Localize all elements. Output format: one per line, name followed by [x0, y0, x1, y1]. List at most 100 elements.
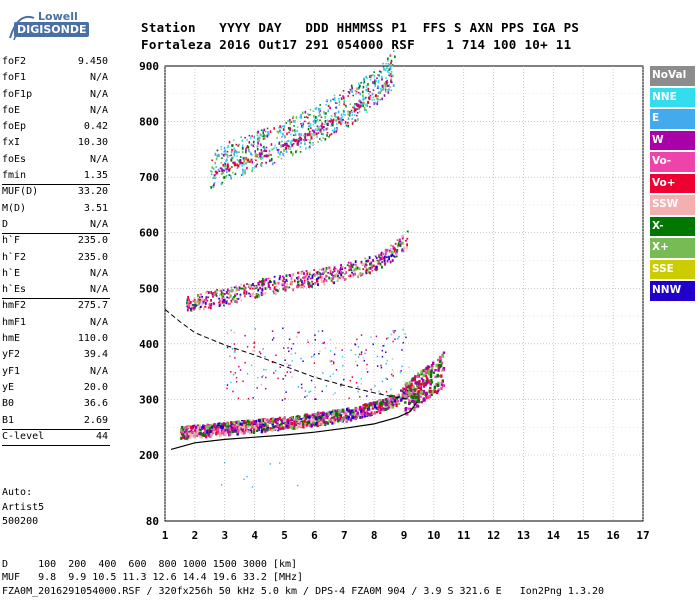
- echo-point: [338, 120, 341, 124]
- echo-point: [359, 99, 361, 102]
- echo-point: [320, 411, 323, 415]
- echo-point: [206, 299, 209, 302]
- echo-point: [331, 123, 333, 126]
- echo-point: [250, 425, 253, 428]
- echo-point: [306, 339, 309, 341]
- echo-point: [354, 417, 357, 420]
- echo-point: [368, 256, 371, 259]
- echo-point: [282, 281, 285, 285]
- echo-point: [392, 397, 396, 400]
- echo-point: [357, 106, 360, 110]
- echo-point: [226, 346, 229, 349]
- echo-point: [293, 129, 296, 131]
- echo-point: [259, 286, 261, 290]
- echo-point: [321, 330, 324, 332]
- param-name: C-level: [2, 430, 45, 442]
- echo-point: [197, 302, 200, 306]
- echo-point: [193, 435, 196, 438]
- echo-point: [352, 415, 355, 420]
- echo-point: [428, 372, 431, 376]
- echo-point: [296, 142, 299, 146]
- echo-point: [309, 130, 311, 133]
- echo-point: [300, 418, 303, 421]
- echo-point: [280, 425, 283, 428]
- echo-point: [256, 294, 258, 296]
- echo-point: [349, 88, 352, 91]
- echo-point: [298, 421, 302, 425]
- echo-point: [276, 423, 280, 428]
- echo-point: [434, 375, 437, 379]
- echo-point: [256, 154, 259, 157]
- echo-point: [417, 397, 420, 400]
- echo-point: [351, 265, 354, 269]
- echo-point: [307, 113, 309, 115]
- echo-point: [236, 287, 239, 291]
- echo-point: [262, 135, 265, 138]
- echo-point: [193, 308, 196, 311]
- echo-point: [228, 427, 231, 431]
- echo-point: [349, 103, 352, 106]
- echo-point: [304, 120, 306, 123]
- echo-point: [261, 284, 264, 287]
- echo-point: [354, 410, 358, 413]
- echo-point: [350, 84, 353, 88]
- echo-point: [229, 355, 231, 358]
- echo-point: [318, 125, 321, 128]
- echo-point: [367, 90, 370, 92]
- echo-point: [230, 431, 233, 435]
- echo-point: [402, 328, 404, 331]
- echo-point: [299, 115, 302, 119]
- echo-point: [360, 412, 363, 415]
- echo-point: [182, 426, 185, 430]
- echo-point: [284, 359, 286, 361]
- echo-point: [333, 270, 336, 273]
- echo-point: [407, 407, 411, 410]
- echo-point: [385, 390, 388, 393]
- echo-point: [390, 79, 393, 83]
- echo-point: [309, 143, 312, 145]
- echo-point: [307, 125, 310, 128]
- echo-point: [285, 274, 288, 278]
- echo-point: [285, 141, 288, 143]
- echo-point: [221, 168, 224, 172]
- echo-point: [272, 428, 275, 431]
- param-name: yF1: [2, 365, 21, 377]
- param-row: D N/A: [2, 217, 110, 235]
- echo-point: [358, 110, 361, 113]
- echo-point: [234, 425, 238, 428]
- echo-point: [424, 374, 428, 378]
- echo-point: [262, 425, 265, 428]
- echo-point: [401, 248, 404, 252]
- echo-point: [268, 159, 271, 163]
- echo-point: [340, 113, 343, 117]
- echo-point: [210, 426, 214, 429]
- echo-point: [276, 130, 279, 133]
- echo-point: [356, 87, 358, 91]
- echo-point: [382, 403, 386, 406]
- echo-point: [308, 424, 311, 427]
- echo-point: [292, 343, 295, 345]
- echo-point: [204, 302, 207, 305]
- echo-point: [365, 272, 368, 275]
- echo-point: [209, 306, 212, 310]
- echo-point: [381, 265, 383, 269]
- echo-point: [365, 96, 367, 99]
- echo-point: [375, 406, 378, 410]
- echo-point: [260, 424, 263, 427]
- echo-point: [337, 110, 340, 114]
- param-row: hmF2 275.7: [2, 298, 108, 314]
- echo-point: [226, 159, 228, 162]
- echo-point: [314, 334, 316, 336]
- echo-point: [362, 81, 365, 85]
- echo-point: [320, 415, 324, 418]
- echo-point: [389, 55, 391, 57]
- echo-point: [370, 261, 373, 265]
- echo-point: [254, 166, 256, 168]
- echo-point: [202, 431, 206, 435]
- echo-point: [314, 115, 317, 119]
- echo-point: [388, 249, 391, 253]
- echo-point: [372, 89, 375, 91]
- echo-point: [420, 377, 424, 380]
- echo-point: [258, 421, 261, 425]
- echo-point: [276, 281, 279, 284]
